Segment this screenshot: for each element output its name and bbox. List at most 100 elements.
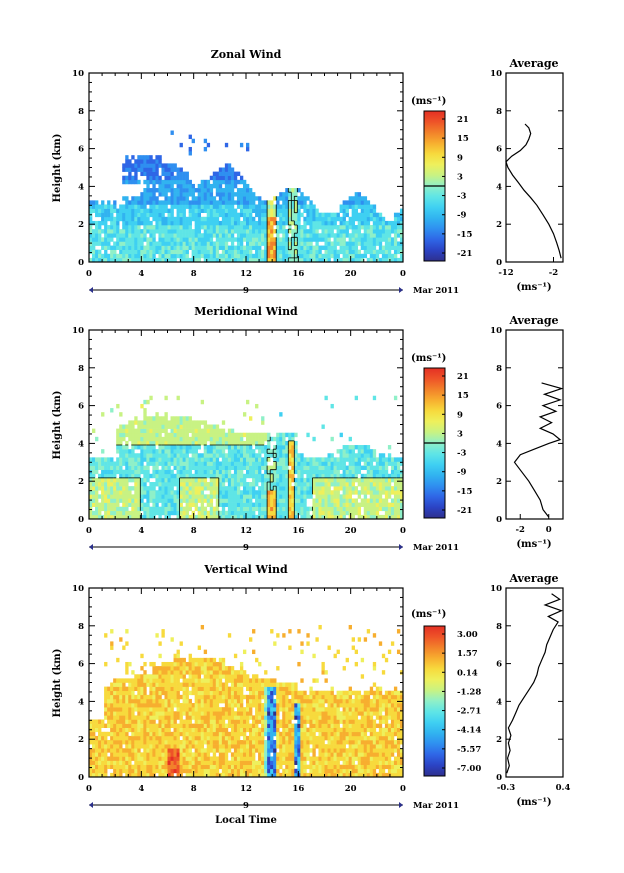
heatmap-cell <box>197 740 202 745</box>
heatmap-cell <box>149 424 153 429</box>
heatmap-cell <box>140 740 144 745</box>
heatmap-cell <box>215 212 220 218</box>
heatmap-cell <box>236 494 241 499</box>
heatmap-cell <box>336 494 340 499</box>
colorbar-tick-label: -15 <box>457 230 472 240</box>
heatmap-cell <box>294 494 298 499</box>
heatmap-cell <box>179 494 183 499</box>
heatmap-cell <box>185 233 189 238</box>
heatmap-cell <box>255 249 259 255</box>
heatmap-cell <box>215 188 220 193</box>
heatmap-cell <box>131 698 135 704</box>
heatmap-cell <box>116 486 120 491</box>
heatmap-cell <box>318 245 322 250</box>
heatmap-cell <box>224 204 229 209</box>
heatmap-cell <box>384 490 389 495</box>
heatmap-cell <box>372 220 377 226</box>
heatmap-cell <box>215 171 220 177</box>
heatmap-cell <box>372 212 377 218</box>
heatmap-cell <box>176 204 180 209</box>
heatmap-cell <box>303 241 307 246</box>
heatmap-cell <box>173 748 177 753</box>
heatmap-cell <box>89 245 93 250</box>
heatmap-cell <box>357 225 362 230</box>
heatmap-cell <box>176 208 180 213</box>
heatmap-cell <box>348 490 352 495</box>
heatmap-cell <box>146 171 150 177</box>
heatmap-cell <box>104 220 108 226</box>
heatmap-cell <box>360 449 365 454</box>
heatmap-cell <box>315 465 319 470</box>
heatmap-cell <box>333 253 337 259</box>
heatmap-cell <box>303 225 307 230</box>
heatmap-cell <box>372 208 377 213</box>
heatmap-cell <box>209 183 214 189</box>
heatmap-cell <box>230 249 235 255</box>
heatmap-cell <box>200 204 205 209</box>
heatmap-cell <box>306 469 310 475</box>
heatmap-cell <box>200 723 205 728</box>
heatmap-cell <box>206 212 211 218</box>
heatmap-cell <box>297 457 301 462</box>
heatmap-cell <box>197 208 202 213</box>
heatmap-cell <box>98 461 102 466</box>
heatmap-cell <box>246 440 250 446</box>
heatmap-cell <box>339 457 343 462</box>
heatmap-cell <box>261 216 265 222</box>
heatmap-cell <box>230 510 235 516</box>
heatmap-cell <box>188 703 192 708</box>
heatmap-cell <box>125 744 129 749</box>
y-tick-label: 10 <box>72 326 84 336</box>
heatmap-cell <box>188 420 192 425</box>
heatmap-cell <box>197 657 202 663</box>
heatmap-cell <box>161 510 165 516</box>
heatmap-cell <box>279 510 283 516</box>
heatmap-cell <box>152 764 156 770</box>
heatmap-cell <box>294 514 298 520</box>
heatmap-cell <box>212 245 217 250</box>
heatmap-cell <box>110 237 114 242</box>
heatmap-cell <box>197 698 202 704</box>
heatmap-cell <box>161 445 165 450</box>
heatmap-cell <box>360 245 365 250</box>
heatmap-cell <box>104 694 108 700</box>
heatmap-cell <box>279 502 283 507</box>
heatmap-cell <box>200 440 205 446</box>
heatmap-cell <box>149 461 153 466</box>
heatmap-cell <box>167 445 171 450</box>
heatmap-cell <box>399 257 404 263</box>
heatmap-cell <box>191 510 195 516</box>
heatmap-cell <box>233 220 238 226</box>
heatmap-cell <box>378 482 383 487</box>
heatmap-cell <box>285 233 289 238</box>
heatmap-cell <box>270 465 274 470</box>
heatmap-cell <box>146 760 150 765</box>
heatmap-cell <box>146 707 150 712</box>
heatmap-cell <box>131 212 135 218</box>
heatmap-cell <box>279 465 283 470</box>
heatmap-cell <box>152 686 156 692</box>
heatmap-cell <box>300 237 304 242</box>
heatmap-cell <box>122 473 126 479</box>
heatmap-cell <box>297 241 301 246</box>
heatmap-cell <box>288 212 292 218</box>
heatmap-cell <box>279 453 283 458</box>
heatmap-cell <box>128 420 132 425</box>
heatmap-cell <box>336 212 340 218</box>
heatmap-cell <box>152 752 156 757</box>
heatmap-cell <box>233 469 238 475</box>
heatmap-cell <box>375 502 380 507</box>
heatmap-cell <box>170 257 174 263</box>
heatmap-cell <box>134 461 138 466</box>
heatmap-cell <box>128 744 132 749</box>
heatmap-cell <box>161 482 165 487</box>
heatmap-cell <box>152 711 156 716</box>
heatmap-cell <box>206 253 211 259</box>
heatmap-cell <box>203 204 208 209</box>
heatmap-cell <box>149 682 153 687</box>
heatmap-cell <box>203 241 208 246</box>
heatmap-cell <box>330 457 334 462</box>
heatmap-cell <box>140 424 144 429</box>
heatmap-cell <box>330 502 334 507</box>
heatmap-cell <box>92 731 96 737</box>
